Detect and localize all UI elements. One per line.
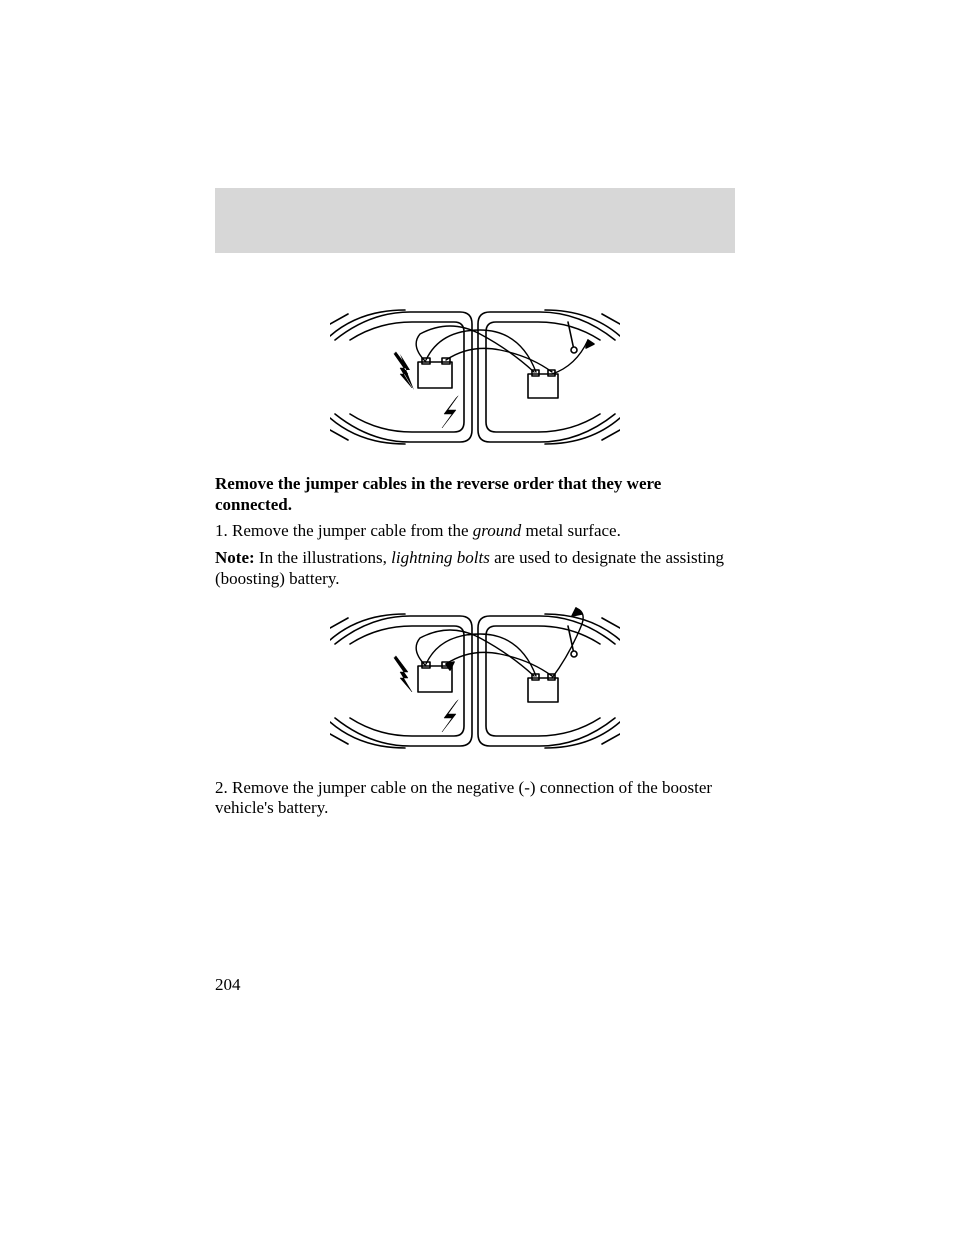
illustration-1 (330, 300, 620, 460)
jumper-cable-diagram-2 (330, 604, 620, 764)
note-body-pre: In the illustrations, (255, 548, 391, 567)
heading-remove-cables: Remove the jumper cables in the reverse … (215, 474, 735, 515)
step-1-pre: 1. Remove the jumper cable from the (215, 521, 473, 540)
note-italic: lightning bolts (391, 548, 490, 567)
step-1-italic: ground (473, 521, 522, 540)
step-1-post: metal surface. (521, 521, 621, 540)
jumper-cable-diagram-1 (330, 300, 620, 460)
step-1: 1. Remove the jumper cable from the grou… (215, 521, 735, 542)
step-2: 2. Remove the jumper cable on the negati… (215, 778, 735, 819)
page: Remove the jumper cables in the reverse … (0, 0, 954, 1235)
note: Note: In the illustrations, lightning bo… (215, 548, 735, 589)
page-number: 204 (215, 975, 241, 995)
header-band (215, 188, 735, 253)
note-label: Note: (215, 548, 255, 567)
content-column: Remove the jumper cables in the reverse … (215, 300, 735, 825)
illustration-2 (330, 604, 620, 764)
